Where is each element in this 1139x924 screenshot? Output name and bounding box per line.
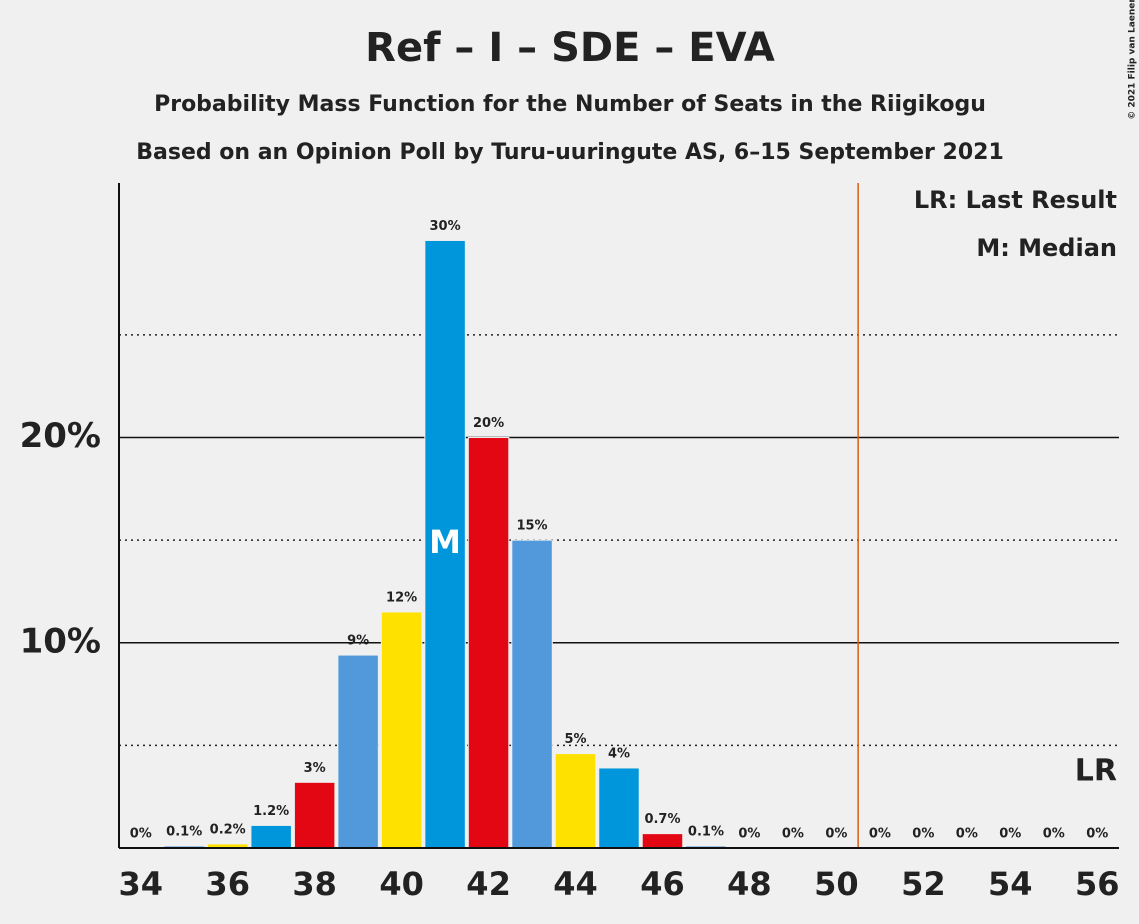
bar: [598, 767, 640, 849]
value-label: 0%: [999, 827, 1021, 842]
value-label: 15%: [516, 519, 547, 534]
value-label: 0%: [1086, 827, 1108, 842]
legend-entry: LR: Last Result: [914, 186, 1117, 214]
x-tick-label: 56: [1075, 865, 1120, 903]
x-tick-label: 40: [379, 865, 424, 903]
bar: [641, 833, 684, 849]
value-label: 12%: [386, 590, 417, 605]
value-label: 0.1%: [166, 824, 202, 839]
value-label: 0%: [956, 827, 978, 842]
bar: [293, 781, 336, 849]
value-label: 20%: [473, 416, 504, 431]
bar: [554, 753, 597, 849]
subtitle: Probability Mass Function for the Number…: [154, 92, 986, 117]
bar: [380, 611, 423, 849]
value-label: 0.1%: [688, 824, 724, 839]
chart-title: Ref – I – SDE – EVA: [365, 25, 775, 71]
legend-entry: M: Median: [976, 234, 1117, 262]
value-label: 0%: [738, 827, 760, 842]
x-tick-label: 50: [814, 865, 859, 903]
value-label: 30%: [430, 219, 461, 234]
x-tick-label: 48: [727, 865, 772, 903]
value-label: 0.7%: [644, 812, 680, 827]
median-label: M: [429, 523, 461, 561]
value-label: 3%: [304, 761, 326, 776]
x-tick-label: 36: [205, 865, 250, 903]
value-label: 1.2%: [253, 804, 289, 819]
bar: [250, 824, 292, 849]
subtitle: Based on an Opinion Poll by Turu-uuringu…: [136, 140, 1004, 165]
x-tick-label: 44: [553, 865, 598, 903]
x-tick-label: 52: [901, 865, 946, 903]
x-tick-label: 46: [640, 865, 685, 903]
value-label: 4%: [608, 746, 630, 761]
y-tick-label: 10%: [20, 621, 101, 661]
x-tick-label: 54: [988, 865, 1033, 903]
value-label: 0%: [130, 827, 152, 842]
value-label: 5%: [564, 732, 586, 747]
value-label: 0.2%: [210, 822, 246, 837]
x-tick-label: 42: [466, 865, 511, 903]
bar: [424, 239, 466, 849]
bar: [511, 539, 553, 849]
value-label: 9%: [347, 634, 369, 649]
copyright: © 2021 Filip van Laenen: [1128, 0, 1138, 120]
value-label: 0%: [825, 827, 847, 842]
y-tick-label: 20%: [20, 416, 101, 456]
last-result-label: LR: [1075, 754, 1117, 789]
value-label: 0%: [1043, 827, 1065, 842]
x-tick-label: 38: [292, 865, 337, 903]
value-label: 0%: [912, 827, 934, 842]
x-tick-label: 34: [118, 865, 163, 903]
value-label: 0%: [782, 827, 804, 842]
bar: [467, 437, 510, 849]
value-label: 0%: [869, 827, 891, 842]
bar: [337, 654, 379, 849]
